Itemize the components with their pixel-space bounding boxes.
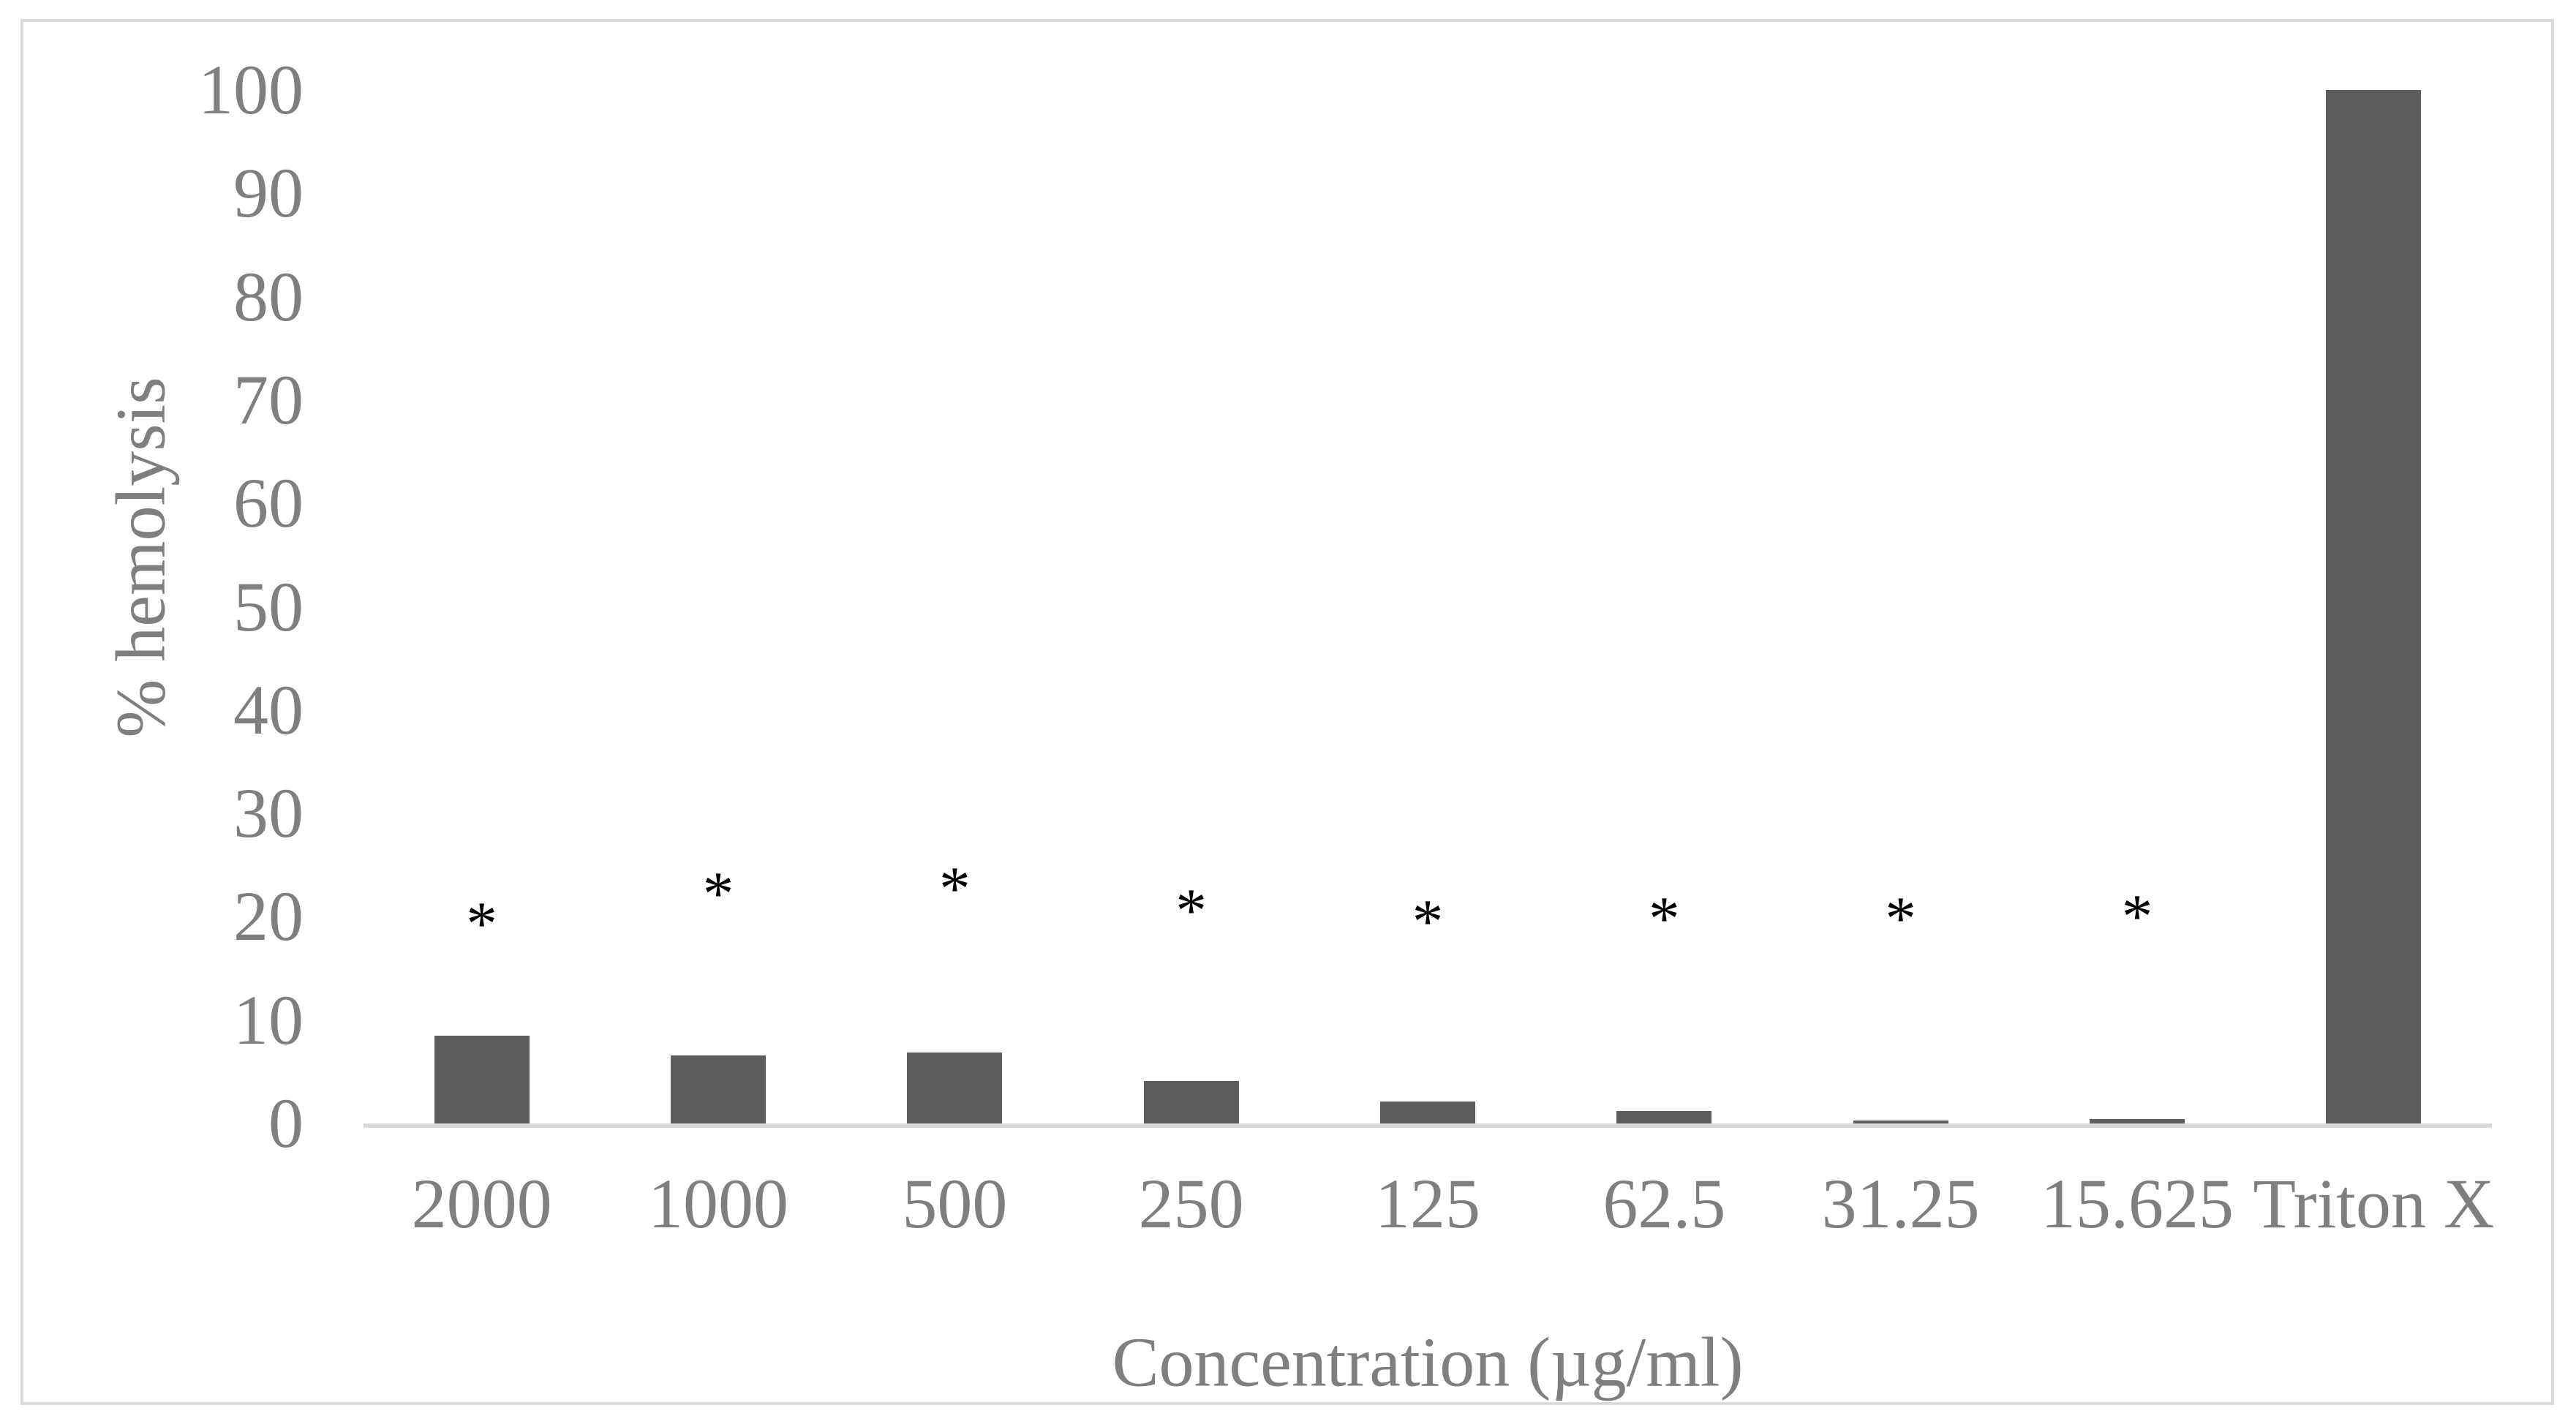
x-tick-label-1000: 1000 bbox=[648, 1164, 788, 1243]
x-tick-label-15.625: 15.625 bbox=[2041, 1164, 2234, 1243]
bar-2000 bbox=[434, 1036, 530, 1123]
significance-asterisk-2000: * bbox=[466, 889, 497, 959]
bar-500 bbox=[907, 1053, 1003, 1123]
x-tick-label-62.5: 62.5 bbox=[1603, 1164, 1726, 1243]
y-tick-label-90: 90 bbox=[233, 154, 304, 233]
bar-125 bbox=[1380, 1102, 1475, 1123]
x-axis-line bbox=[364, 1123, 2492, 1128]
significance-asterisk-1000: * bbox=[702, 859, 734, 929]
significance-asterisk-62.5: * bbox=[1649, 884, 1680, 954]
y-tick-label-60: 60 bbox=[233, 464, 304, 543]
bar-31.25 bbox=[1853, 1121, 1948, 1123]
x-tick-label-250: 250 bbox=[1138, 1164, 1244, 1243]
significance-asterisk-500: * bbox=[939, 854, 971, 924]
x-tick-label-31.25: 31.25 bbox=[1821, 1164, 1980, 1243]
significance-asterisk-250: * bbox=[1175, 876, 1207, 945]
y-tick-label-100: 100 bbox=[198, 50, 304, 129]
x-tick-label-2000: 2000 bbox=[411, 1164, 552, 1243]
bar-15.625 bbox=[2090, 1119, 2185, 1123]
y-tick-label-20: 20 bbox=[233, 877, 304, 956]
bar-Triton X bbox=[2326, 90, 2422, 1123]
y-tick-label-30: 30 bbox=[233, 774, 304, 853]
bar-62.5 bbox=[1616, 1111, 1712, 1123]
significance-asterisk-31.25: * bbox=[1885, 884, 1916, 954]
bar-250 bbox=[1143, 1081, 1239, 1123]
bar-1000 bbox=[671, 1055, 766, 1123]
x-axis-title: Concentration (µg/ml) bbox=[1112, 1322, 1744, 1401]
chart-frame-border bbox=[20, 19, 2554, 1405]
y-tick-label-40: 40 bbox=[233, 670, 304, 749]
significance-asterisk-125: * bbox=[1412, 887, 1444, 957]
x-tick-label-Triton X: Triton X bbox=[2253, 1164, 2495, 1243]
y-tick-label-10: 10 bbox=[233, 980, 304, 1059]
y-tick-label-70: 70 bbox=[233, 360, 304, 439]
y-tick-label-50: 50 bbox=[233, 567, 304, 646]
y-tick-label-0: 0 bbox=[268, 1084, 304, 1162]
y-tick-label-80: 80 bbox=[233, 257, 304, 336]
x-tick-label-500: 500 bbox=[902, 1164, 1008, 1243]
significance-asterisk-15.625: * bbox=[2121, 882, 2153, 952]
x-tick-label-125: 125 bbox=[1375, 1164, 1480, 1243]
